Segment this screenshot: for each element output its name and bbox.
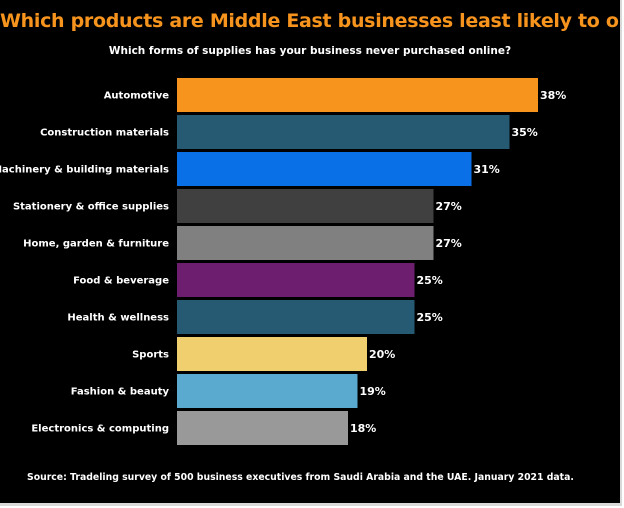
category-label: Construction materials — [40, 128, 169, 139]
bar-3 — [177, 152, 472, 186]
bar-8 — [177, 337, 367, 371]
bar-1 — [177, 78, 538, 112]
source-note: Source: Tradeling survey of 500 business… — [27, 472, 574, 483]
value-label: 27% — [436, 200, 462, 213]
value-label: 19% — [360, 385, 386, 398]
value-label: 35% — [512, 126, 538, 139]
bar-5 — [177, 226, 434, 260]
value-label: 31% — [474, 163, 500, 176]
bar-4 — [177, 189, 434, 223]
value-label: 38% — [540, 89, 566, 102]
bar-7 — [177, 300, 415, 334]
value-label: 25% — [417, 274, 443, 287]
category-label: Health & wellness — [67, 313, 169, 324]
category-label: Sports — [132, 350, 169, 361]
category-label: Automotive — [104, 91, 170, 102]
bar-10 — [177, 411, 348, 445]
category-label: Machinery & building materials — [0, 165, 169, 176]
category-label: Electronics & computing — [31, 424, 169, 435]
value-label: 25% — [417, 311, 443, 324]
value-label: 20% — [369, 348, 395, 361]
value-label: 18% — [350, 422, 376, 435]
chart-subtitle: Which forms of supplies has your busines… — [108, 45, 512, 57]
chart-title: Which products are Middle East businesse… — [0, 10, 620, 32]
category-label: Food & beverage — [73, 276, 169, 287]
bar-2 — [177, 115, 510, 149]
bar-6 — [177, 263, 415, 297]
category-label: Home, garden & furniture — [23, 239, 169, 250]
bar-9 — [177, 374, 358, 408]
category-label: Stationery & office supplies — [13, 202, 169, 213]
value-label: 27% — [436, 237, 462, 250]
category-label: Fashion & beauty — [71, 387, 170, 398]
